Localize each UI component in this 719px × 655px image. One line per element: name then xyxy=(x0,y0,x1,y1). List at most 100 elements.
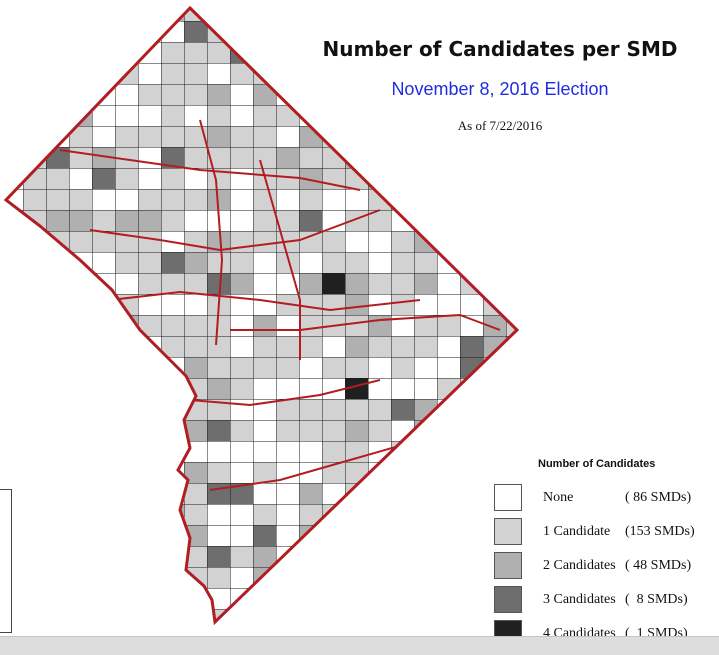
smd-district xyxy=(46,252,69,273)
smd-district xyxy=(460,210,483,231)
smd-district xyxy=(483,231,506,252)
smd-district xyxy=(46,504,69,525)
smd-district xyxy=(115,462,138,483)
smd-district xyxy=(391,525,414,546)
smd-district xyxy=(138,546,161,567)
smd-district xyxy=(138,483,161,504)
smd-district xyxy=(115,378,138,399)
smd-district xyxy=(92,8,115,21)
smd-district xyxy=(276,588,299,609)
smd-district xyxy=(161,420,184,441)
smd-district xyxy=(138,504,161,525)
smd-district xyxy=(46,588,69,609)
smd-district xyxy=(92,420,115,441)
legend-label: 1 Candidate (153 SMDs) xyxy=(543,523,695,539)
smd-district xyxy=(506,168,517,189)
smd-district xyxy=(437,483,460,504)
smd-district xyxy=(69,8,92,21)
smd-district xyxy=(46,420,69,441)
election-subtitle: November 8, 2016 Election xyxy=(391,79,609,99)
inset-frame xyxy=(0,489,12,633)
smd-district xyxy=(92,357,115,378)
smd-district xyxy=(437,567,460,588)
smd-district xyxy=(161,588,184,609)
smd-district xyxy=(138,378,161,399)
smd-district xyxy=(483,210,506,231)
smd-district xyxy=(460,189,483,210)
smd-district xyxy=(414,588,437,609)
smd-district xyxy=(414,567,437,588)
smd-district xyxy=(92,63,115,84)
legend-item-2-candidates: 2 Candidates( 48 SMDs) xyxy=(494,550,719,581)
smd-district xyxy=(184,588,207,609)
smd-district xyxy=(69,63,92,84)
smd-district xyxy=(345,567,368,588)
smd-district xyxy=(506,8,517,21)
smd-district xyxy=(69,294,92,315)
smd-district xyxy=(46,84,69,105)
smd-district xyxy=(368,567,391,588)
smd-district xyxy=(552,315,575,336)
smd-district xyxy=(23,105,46,126)
smd-district xyxy=(6,84,23,105)
smd-district xyxy=(138,609,161,622)
smd-district xyxy=(552,399,575,420)
smd-district xyxy=(460,567,483,588)
smd-district xyxy=(46,63,69,84)
smd-district xyxy=(322,546,345,567)
smd-district xyxy=(276,63,299,84)
smd-district xyxy=(92,609,115,622)
smd-district xyxy=(322,609,345,622)
smd-district xyxy=(6,147,23,168)
smd-district xyxy=(253,42,276,63)
smd-district xyxy=(23,546,46,567)
smd-district xyxy=(506,294,517,315)
smd-district xyxy=(115,483,138,504)
smd-district xyxy=(46,42,69,63)
smd-district xyxy=(391,504,414,525)
smd-district xyxy=(253,21,276,42)
smd-district xyxy=(414,147,437,168)
smd-district xyxy=(115,399,138,420)
smd-district xyxy=(368,147,391,168)
smd-district xyxy=(391,546,414,567)
smd-district xyxy=(23,8,46,21)
smd-district xyxy=(46,315,69,336)
smd-district xyxy=(460,588,483,609)
smd-district xyxy=(230,8,253,21)
smd-district xyxy=(46,294,69,315)
smd-district xyxy=(529,420,552,441)
smd-district xyxy=(69,546,92,567)
smd-district xyxy=(437,8,460,21)
smd-district xyxy=(506,210,517,231)
smd-district xyxy=(414,462,437,483)
smd-district xyxy=(276,8,299,21)
smd-district xyxy=(460,483,483,504)
smd-district xyxy=(46,441,69,462)
smd-district xyxy=(6,294,23,315)
smd-district xyxy=(46,21,69,42)
smd-district xyxy=(23,609,46,622)
smd-district xyxy=(276,42,299,63)
smd-district xyxy=(115,336,138,357)
smd-district xyxy=(6,441,23,462)
legend-swatch xyxy=(494,586,522,613)
smd-district xyxy=(345,525,368,546)
smd-district xyxy=(391,168,414,189)
smd-district xyxy=(368,546,391,567)
smd-district xyxy=(115,546,138,567)
smd-district xyxy=(460,441,483,462)
smd-district xyxy=(69,420,92,441)
smd-district xyxy=(23,336,46,357)
smd-district xyxy=(138,588,161,609)
smd-district xyxy=(115,441,138,462)
smd-district xyxy=(69,42,92,63)
smd-district xyxy=(345,504,368,525)
smd-district xyxy=(437,504,460,525)
smd-district xyxy=(391,8,414,21)
smd-district xyxy=(506,252,517,273)
smd-district xyxy=(23,315,46,336)
smd-district xyxy=(23,294,46,315)
smd-district xyxy=(552,420,575,441)
